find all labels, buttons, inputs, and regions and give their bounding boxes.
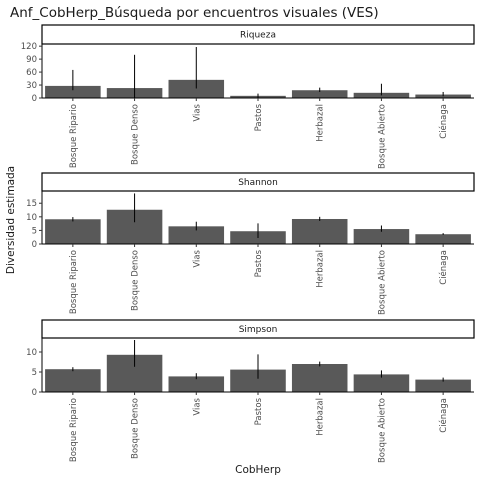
x-tick-label: Herbazal: [316, 104, 326, 142]
bar: [291, 364, 348, 392]
strip-label: Riqueza: [240, 31, 276, 41]
y-tick-label: 0: [32, 94, 37, 104]
x-tick-label: Ciénaga: [438, 398, 449, 433]
x-tick-label: Bosque Ripario: [69, 398, 79, 462]
strip-box: [41, 24, 475, 45]
panel-shannon: Shannon 0 5 10 15 Bosque Ripario Bosque Denso V…: [26, 172, 475, 315]
y-tick-label: 120: [21, 42, 37, 52]
bar: [45, 369, 101, 392]
bar: [353, 229, 410, 244]
x-tick-label: Bosque Denso: [131, 398, 141, 459]
y-tick-label: 0: [32, 240, 37, 250]
x-tick-label: Bosque Denso: [131, 250, 141, 311]
x-tick-label: Ciénaga: [438, 104, 449, 139]
panel-riqueza: Riqueza 0 30 60 90 120 Bosque Ripario Bosque De…: [21, 24, 475, 169]
y-tick-label: 10: [26, 348, 37, 358]
x-tick-label: Bosque Abierto: [377, 250, 387, 315]
y-tick-label: 90: [26, 55, 37, 65]
strip-box: [41, 319, 475, 339]
x-tick-label: Herbazal: [316, 250, 326, 288]
y-axis-title: Diversidad estimada: [5, 166, 17, 274]
bar: [230, 369, 286, 392]
bar: [168, 376, 225, 392]
y-tick-label: 10: [26, 213, 37, 223]
x-tick-label: Pastos: [254, 397, 264, 425]
x-tick-label: Herbazal: [316, 398, 326, 436]
x-tick-label: Bosque Ripario: [69, 250, 79, 314]
x-tick-label: Vias: [192, 103, 202, 121]
bar: [415, 379, 471, 392]
x-tick-label: Pastos: [254, 103, 264, 131]
x-tick-label: Bosque Ripario: [69, 104, 79, 168]
chart-panels: Riqueza 0 30 60 90 120 Bosque Ripario Bosque De…: [21, 24, 475, 463]
panel-simpson: Simpson 0 5 10 Bosque Ripario Bosque Denso Via…: [26, 319, 475, 463]
bar: [45, 85, 101, 98]
y-tick-label: 15: [26, 199, 37, 209]
bar: [168, 226, 225, 244]
bar: [353, 374, 410, 392]
y-tick-label: 0: [32, 388, 37, 398]
x-tick-label: Bosque Abierto: [377, 104, 387, 169]
strip-label: Shannon: [238, 178, 278, 188]
x-tick-label: Bosque Denso: [131, 104, 141, 165]
chart-title: Anf_CobHerp_Búsqueda por encuentros visu…: [10, 5, 379, 21]
x-tick-label: Bosque Abierto: [377, 398, 387, 463]
bar: [45, 219, 101, 244]
bar: [168, 79, 225, 98]
x-tick-label: Pastos: [254, 249, 264, 277]
strip-label: Simpson: [239, 325, 278, 335]
bar: [291, 218, 348, 244]
x-tick-label: Vias: [192, 249, 202, 267]
x-axis-title: CobHerp: [235, 464, 281, 476]
strip-box: [41, 172, 475, 192]
y-tick-label: 30: [26, 81, 37, 91]
bar: [415, 234, 471, 244]
bar: [353, 92, 410, 98]
bar: [291, 90, 348, 98]
x-tick-label: Ciénaga: [438, 250, 449, 285]
y-tick-label: 5: [32, 368, 37, 378]
y-tick-label: 5: [32, 226, 37, 236]
x-tick-label: Vias: [192, 397, 202, 415]
y-tick-label: 60: [26, 68, 37, 78]
